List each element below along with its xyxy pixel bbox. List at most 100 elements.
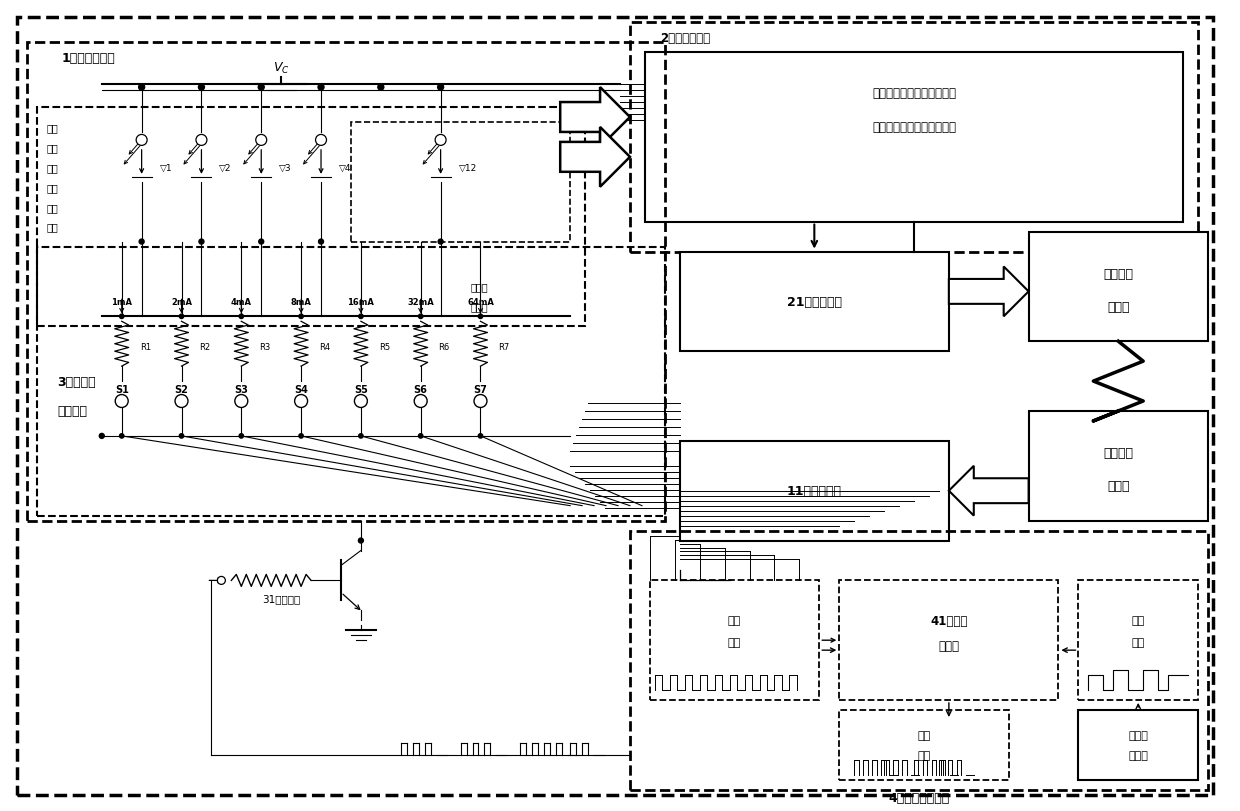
Text: 8mA: 8mA	[290, 298, 311, 307]
Circle shape	[319, 240, 324, 245]
Text: R1: R1	[140, 342, 151, 351]
Bar	[680, 441, 949, 541]
Text: 2红外接收模块: 2红外接收模块	[660, 32, 711, 45]
Circle shape	[317, 85, 324, 91]
Circle shape	[295, 395, 308, 408]
Bar	[650, 581, 820, 700]
Text: ▽3: ▽3	[279, 163, 291, 172]
Text: R3: R3	[259, 342, 270, 351]
Circle shape	[136, 135, 148, 146]
Circle shape	[99, 434, 104, 439]
Circle shape	[438, 85, 444, 91]
Bar	[1029, 232, 1208, 341]
Text: 32mA: 32mA	[407, 298, 434, 307]
Circle shape	[358, 315, 363, 319]
Text: 制模块: 制模块	[939, 639, 960, 652]
Text: 1mA: 1mA	[112, 298, 133, 307]
Circle shape	[217, 577, 226, 585]
Text: S4: S4	[294, 384, 308, 395]
Text: 信号: 信号	[1132, 637, 1145, 647]
Circle shape	[239, 315, 243, 319]
Bar	[351, 122, 570, 242]
Text: 无线电发: 无线电发	[1104, 268, 1133, 281]
Circle shape	[315, 135, 326, 146]
Text: ▽2: ▽2	[219, 163, 232, 172]
Circle shape	[378, 85, 384, 91]
Text: 4mA: 4mA	[231, 298, 252, 307]
Bar	[1079, 710, 1198, 779]
Text: S3: S3	[234, 384, 248, 395]
Text: $V_C$: $V_C$	[273, 61, 289, 75]
Circle shape	[139, 85, 145, 91]
Text: ▽1: ▽1	[160, 163, 172, 172]
Text: S2: S2	[175, 384, 188, 395]
Text: 发射: 发射	[47, 122, 58, 133]
Circle shape	[358, 434, 363, 439]
Bar	[630, 24, 1198, 252]
Text: R6: R6	[439, 342, 450, 351]
Circle shape	[438, 240, 443, 245]
Polygon shape	[560, 128, 630, 187]
Circle shape	[479, 434, 482, 439]
Circle shape	[479, 315, 482, 319]
Bar	[839, 710, 1008, 779]
Text: 数字码: 数字码	[1128, 730, 1148, 740]
Circle shape	[234, 395, 248, 408]
Text: 无线电接: 无线电接	[1104, 447, 1133, 460]
Text: 发生器: 发生器	[1128, 750, 1148, 760]
Polygon shape	[949, 466, 1029, 516]
Text: 1红外发射模块: 1红外发射模块	[62, 52, 115, 65]
Circle shape	[196, 135, 207, 146]
Circle shape	[180, 315, 184, 319]
Text: 41信号调: 41信号调	[930, 614, 967, 627]
Text: ▽4: ▽4	[339, 163, 351, 172]
Text: ▽12: ▽12	[459, 163, 477, 172]
Text: 基带: 基带	[1132, 616, 1145, 625]
Text: 非均匀红外接收环（接收头: 非均匀红外接收环（接收头	[872, 87, 956, 100]
Circle shape	[180, 434, 184, 439]
Circle shape	[418, 434, 423, 439]
Text: S6: S6	[414, 384, 428, 395]
Circle shape	[115, 395, 128, 408]
Text: 2mA: 2mA	[171, 298, 192, 307]
Bar	[27, 43, 665, 521]
Circle shape	[299, 315, 304, 319]
Bar	[839, 581, 1059, 700]
Text: 支路: 支路	[47, 203, 58, 212]
Circle shape	[139, 240, 144, 245]
Text: 16mA: 16mA	[347, 298, 374, 307]
Circle shape	[358, 539, 363, 543]
Text: 外发: 外发	[47, 163, 58, 173]
Circle shape	[198, 85, 205, 91]
Bar	[645, 54, 1183, 222]
Text: 31调制信号: 31调制信号	[262, 594, 300, 603]
Text: 信号: 信号	[918, 750, 930, 760]
Circle shape	[299, 434, 304, 439]
Circle shape	[119, 434, 124, 439]
Text: S7: S7	[474, 384, 487, 395]
Bar	[37, 108, 585, 327]
Text: R4: R4	[319, 342, 330, 351]
Circle shape	[259, 240, 264, 245]
Text: 信号线与第二控制器连接）: 信号线与第二控制器连接）	[872, 122, 956, 135]
Text: R7: R7	[498, 342, 510, 351]
Text: 4方向码设定模块: 4方向码设定模块	[888, 792, 950, 805]
Bar	[1029, 411, 1208, 521]
Text: 射管组: 射管组	[470, 302, 489, 312]
Text: R2: R2	[200, 342, 211, 351]
Text: 设定模块: 设定模块	[57, 405, 87, 418]
Polygon shape	[560, 88, 630, 148]
Text: S1: S1	[115, 384, 129, 395]
Text: 21第二控制器: 21第二控制器	[787, 295, 842, 308]
Text: 红外发: 红外发	[470, 282, 489, 292]
Circle shape	[255, 135, 267, 146]
Circle shape	[414, 395, 427, 408]
Text: 载波: 载波	[728, 616, 742, 625]
Bar	[630, 531, 1208, 790]
Bar	[680, 252, 949, 352]
Text: 射模块: 射模块	[1107, 300, 1130, 314]
Circle shape	[355, 395, 367, 408]
Text: 11第一控制器: 11第一控制器	[787, 485, 842, 498]
Circle shape	[198, 240, 203, 245]
Circle shape	[119, 315, 124, 319]
